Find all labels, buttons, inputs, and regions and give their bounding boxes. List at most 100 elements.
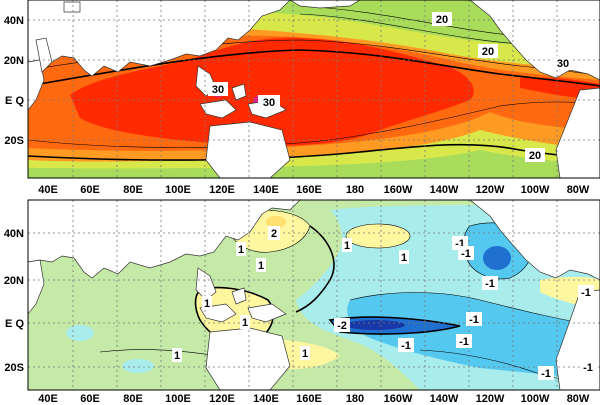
- bottom-neg1-north: [388, 210, 432, 230]
- bottom-clabel-11: -1: [469, 314, 479, 326]
- top-clabel-box-3: [208, 82, 228, 96]
- top-xlabel-80e: 80E: [123, 184, 143, 196]
- bottom-xlabel-100e: 100E: [165, 393, 191, 405]
- top-xlabel-100w: 100W: [521, 184, 550, 196]
- bottom-clabel-18: 1: [242, 317, 248, 329]
- bottom-neg-indian: [66, 325, 94, 341]
- bottom-clabel-12: 1: [174, 350, 180, 362]
- bottom-contour-labels: 2 1 1 1 1 -1 -1 -1 1 -2 -1 1 1 -1 -1 -1 …: [172, 226, 596, 380]
- bottom-xlabel-120e: 120E: [209, 393, 235, 405]
- top-xlabel-40e: 40E: [38, 184, 58, 196]
- bottom-xlabel-80w: 80W: [567, 393, 590, 405]
- bottom-xlabel-140w: 140W: [430, 393, 459, 405]
- top-xlabel-100e: 100E: [165, 184, 191, 196]
- top-xlabel-120e: 120E: [209, 184, 235, 196]
- top-ylabel-20n: 20N: [4, 55, 24, 67]
- bottom-clabel-13: 1: [302, 348, 308, 360]
- bottom-asia-landmass: [28, 200, 301, 279]
- bottom-xlabel-180: 180: [346, 393, 364, 405]
- top-y-axis: 40N 20N E Q 20S: [4, 15, 25, 147]
- bottom-map-panel: [28, 200, 600, 390]
- bottom-clabel-9: 1: [204, 298, 210, 310]
- bottom-clabel-6: -1: [455, 238, 465, 250]
- bottom-clabel-7: -1: [485, 278, 495, 290]
- bottom-neg4-eq: [345, 320, 405, 330]
- bottom-neg3-north: [483, 246, 511, 270]
- top-clabel-3: 30: [212, 84, 224, 96]
- top-xlabel-180: 180: [346, 184, 364, 196]
- bottom-philippines-landmass: [231, 287, 247, 305]
- bottom-clabel-2: 1: [238, 244, 244, 256]
- top-xlabel-160e: 160E: [296, 184, 322, 196]
- borneo-landmass: [199, 99, 237, 119]
- bottom-y-axis: 40N 20N E Q 20S: [4, 228, 25, 374]
- bottom-contour-npacific: [345, 223, 411, 249]
- top-contour-3: [28, 101, 600, 148]
- bottom-xlabel-60e: 60E: [80, 393, 100, 405]
- bottom-ylabel-40n: 40N: [4, 228, 24, 240]
- top-contour-2: [28, 49, 600, 87]
- bottom-contour-neg-2: [328, 316, 461, 335]
- top-contour-4: [28, 143, 600, 161]
- bottom-clabel-8: -1: [581, 287, 591, 299]
- top-clabel-box-4: [258, 95, 280, 109]
- bottom-africa-landmass: [28, 259, 45, 315]
- bottom-ylabel-20s: 20S: [4, 362, 24, 374]
- arabia-patch: [35, 37, 53, 73]
- bottom-x-axis: 40E 60E 80E 100E 120E 140E 160E 180 160W…: [38, 393, 590, 405]
- bottom-ylabel-eq: E Q: [5, 318, 24, 330]
- bottom-xlabel-100w: 100W: [521, 393, 550, 405]
- bottom-contour-zero-1: [295, 225, 335, 313]
- bottom-xlabel-40e: 40E: [38, 393, 58, 405]
- top-xlabel-160w: 160W: [384, 184, 413, 196]
- bottom-clabel-16: -1: [541, 368, 551, 380]
- asia-landmass: [28, 0, 291, 77]
- bottom-clabel-3: 1: [258, 260, 264, 272]
- top-xlabel-60e: 60E: [80, 184, 100, 196]
- top-clabel-box-5: [553, 56, 573, 70]
- top-clabel-box-6: [525, 148, 545, 162]
- bottom-clabel-19: -1: [461, 248, 471, 260]
- bottom-clabel-14: -1: [401, 340, 411, 352]
- bottom-neg-indian-south: [122, 359, 154, 373]
- bottom-contour-neg-1: [349, 292, 600, 327]
- bottom-xlabel-80e: 80E: [123, 393, 143, 405]
- top-map-panel: [28, 0, 600, 178]
- bottom-clabel-10: -2: [337, 320, 347, 332]
- bottom-pos-npacific: [346, 224, 410, 248]
- australia-landmass: [205, 121, 291, 178]
- top-xlabel-140w: 140W: [430, 184, 459, 196]
- top-xlabel-80w: 80W: [567, 184, 590, 196]
- bottom-new-guinea-landmass: [247, 303, 287, 323]
- kamchatka-landmass: [289, 0, 361, 9]
- top-ylabel-20s: 20S: [4, 135, 24, 147]
- top-contour-6: [299, 13, 521, 45]
- top-xlabel-140e: 140E: [253, 184, 279, 196]
- top-warm-pool: [70, 37, 474, 146]
- bottom-xlabel-160w: 160W: [384, 393, 413, 405]
- bottom-xlabel-160e: 160E: [296, 393, 322, 405]
- top-clabel-box-2: [478, 44, 498, 58]
- philippines-landmass: [231, 83, 247, 101]
- top-ylabel-eq: E Q: [5, 95, 24, 107]
- bottom-australia-landmass: [205, 327, 291, 390]
- bottom-clabel-17: -1: [583, 362, 593, 374]
- bottom-north-america-landmass: [469, 200, 600, 281]
- top-clabel-2: 20: [482, 46, 494, 58]
- top-x-axis: 40E 60E 80E 100E 120E 140E 160E 180 160W…: [38, 184, 590, 196]
- bottom-clabel-4: 1: [344, 240, 350, 252]
- top-frame: [27, 0, 600, 179]
- top-clabel-4: 30: [263, 97, 275, 109]
- top-xlabel-120w: 120W: [476, 184, 505, 196]
- bottom-xlabel-140e: 140E: [253, 393, 279, 405]
- top-ylabel-40n: 40N: [4, 15, 24, 27]
- top-contour-labels: 20 20 30 30 30 20: [208, 12, 573, 162]
- bottom-ylabel-20n: 20N: [4, 275, 24, 287]
- top-clabel-5: 30: [557, 58, 569, 70]
- top-clabel-1: 20: [436, 14, 448, 26]
- top-clabel-6: 20: [529, 150, 541, 162]
- top-clabel-box-1: [432, 12, 452, 26]
- caspian-patch: [63, 1, 81, 13]
- bottom-xlabel-120w: 120W: [476, 393, 505, 405]
- bottom-neg2-band: [347, 292, 600, 380]
